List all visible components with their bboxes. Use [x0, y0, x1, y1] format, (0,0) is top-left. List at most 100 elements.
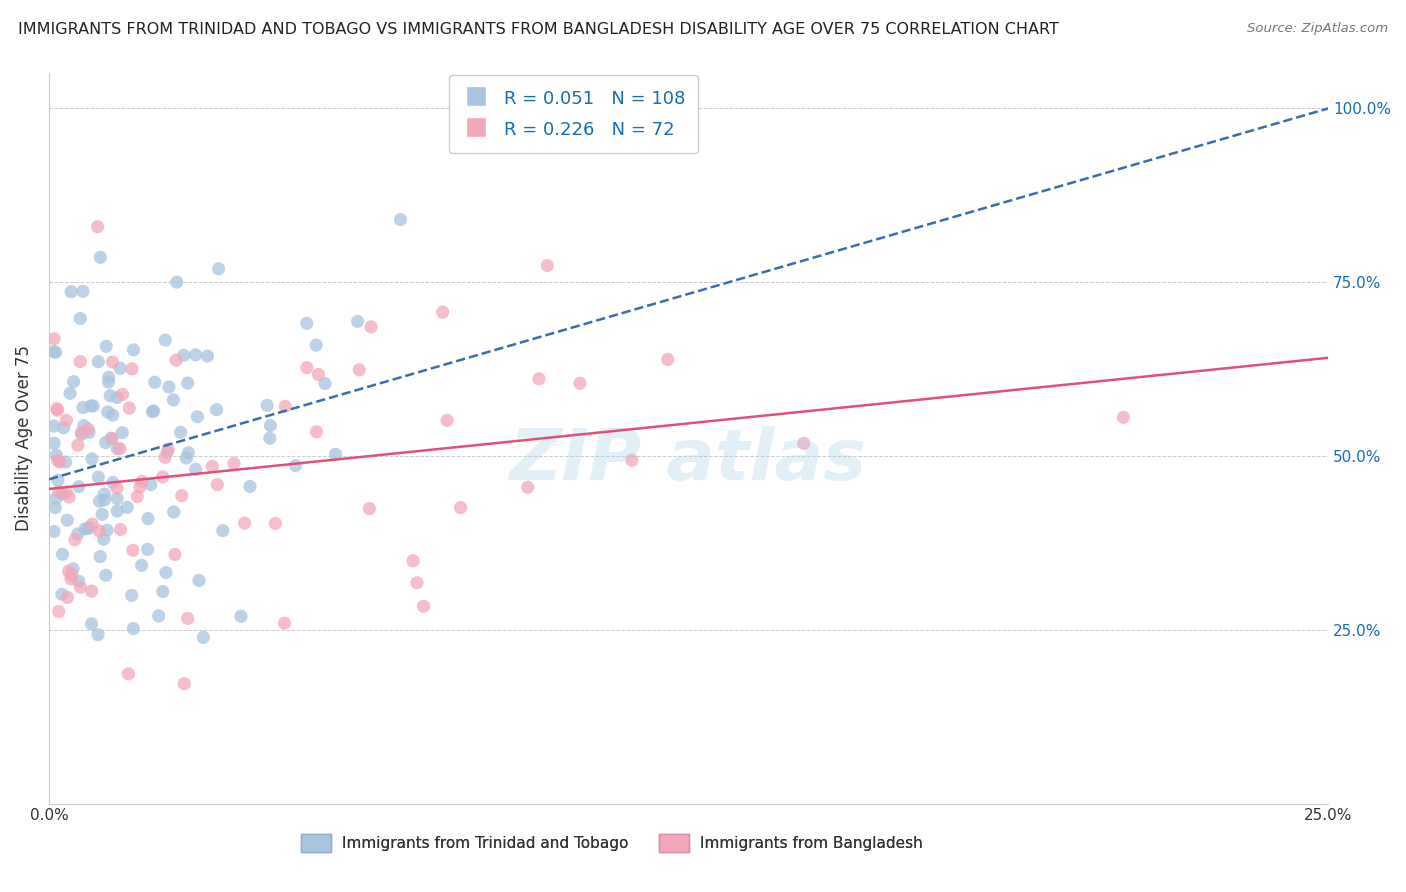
Point	[108, 442, 131, 456]
Point	[66, 438, 89, 452]
Point	[80, 451, 103, 466]
Point	[58, 490, 80, 504]
Point	[284, 458, 307, 473]
Point	[412, 599, 434, 614]
Point	[273, 616, 295, 631]
Point	[72, 401, 94, 415]
Point	[111, 425, 134, 440]
Point	[347, 363, 370, 377]
Point	[87, 470, 110, 484]
Point	[42, 344, 65, 359]
Point	[93, 487, 115, 501]
Point	[46, 403, 69, 417]
Point	[89, 250, 111, 264]
Point	[620, 453, 643, 467]
Text: Source: ZipAtlas.com: Source: ZipAtlas.com	[1247, 22, 1388, 36]
Point	[136, 511, 159, 525]
Point	[91, 508, 114, 522]
Point	[97, 405, 120, 419]
Point	[66, 526, 89, 541]
Point	[94, 435, 117, 450]
Point	[229, 609, 252, 624]
Point	[98, 389, 121, 403]
Point	[222, 457, 245, 471]
Point	[48, 605, 70, 619]
Text: ZIP atlas: ZIP atlas	[510, 425, 868, 495]
Point	[187, 574, 209, 588]
Point	[121, 362, 143, 376]
Point	[432, 305, 454, 319]
Point	[111, 387, 134, 401]
Point	[49, 455, 72, 469]
Point	[176, 450, 198, 465]
Point	[155, 333, 177, 347]
Point	[165, 353, 187, 368]
Point	[157, 380, 180, 394]
Point	[62, 562, 84, 576]
Point	[101, 408, 124, 422]
Point	[153, 450, 176, 465]
Point	[45, 345, 67, 359]
Point	[105, 391, 128, 405]
Point	[295, 317, 318, 331]
Point	[184, 462, 207, 476]
Point	[97, 375, 120, 389]
Point	[122, 543, 145, 558]
Point	[100, 431, 122, 445]
Point	[75, 522, 97, 536]
Point	[42, 524, 65, 539]
Point	[101, 355, 124, 369]
Point	[169, 425, 191, 440]
Point	[63, 533, 86, 547]
Point	[69, 311, 91, 326]
Point	[197, 349, 219, 363]
Point	[56, 513, 79, 527]
Point	[346, 314, 368, 328]
Point	[94, 568, 117, 582]
Point	[536, 259, 558, 273]
Point	[45, 448, 67, 462]
Point	[80, 584, 103, 599]
Point	[155, 566, 177, 580]
Point	[69, 580, 91, 594]
Point	[59, 572, 82, 586]
Point	[173, 348, 195, 362]
Point	[77, 422, 100, 436]
Point	[156, 445, 179, 459]
Point	[48, 484, 70, 499]
Point	[176, 611, 198, 625]
Point	[42, 419, 65, 434]
Point	[80, 616, 103, 631]
Point	[143, 375, 166, 389]
Point	[51, 587, 73, 601]
Point	[256, 398, 278, 412]
Point	[56, 591, 79, 605]
Point	[118, 401, 141, 416]
Point	[87, 354, 110, 368]
Point	[110, 523, 132, 537]
Point	[77, 425, 100, 440]
Point	[305, 425, 328, 439]
Point	[389, 212, 412, 227]
Point	[89, 524, 111, 538]
Point	[527, 372, 550, 386]
Point	[163, 505, 186, 519]
Point	[93, 492, 115, 507]
Point	[201, 459, 224, 474]
Point	[516, 480, 538, 494]
Point	[67, 480, 90, 494]
Text: IMMIGRANTS FROM TRINIDAD AND TOBAGO VS IMMIGRANTS FROM BANGLADESH DISABILITY AGE: IMMIGRANTS FROM TRINIDAD AND TOBAGO VS I…	[18, 22, 1059, 37]
Point	[129, 480, 152, 494]
Point	[131, 558, 153, 573]
Point	[46, 453, 69, 467]
Point	[170, 489, 193, 503]
Point	[163, 548, 186, 562]
Point	[70, 427, 93, 442]
Point	[105, 504, 128, 518]
Point	[60, 285, 83, 299]
Point	[82, 399, 104, 413]
Point	[42, 436, 65, 450]
Point	[359, 501, 381, 516]
Point	[89, 549, 111, 564]
Point	[101, 432, 124, 446]
